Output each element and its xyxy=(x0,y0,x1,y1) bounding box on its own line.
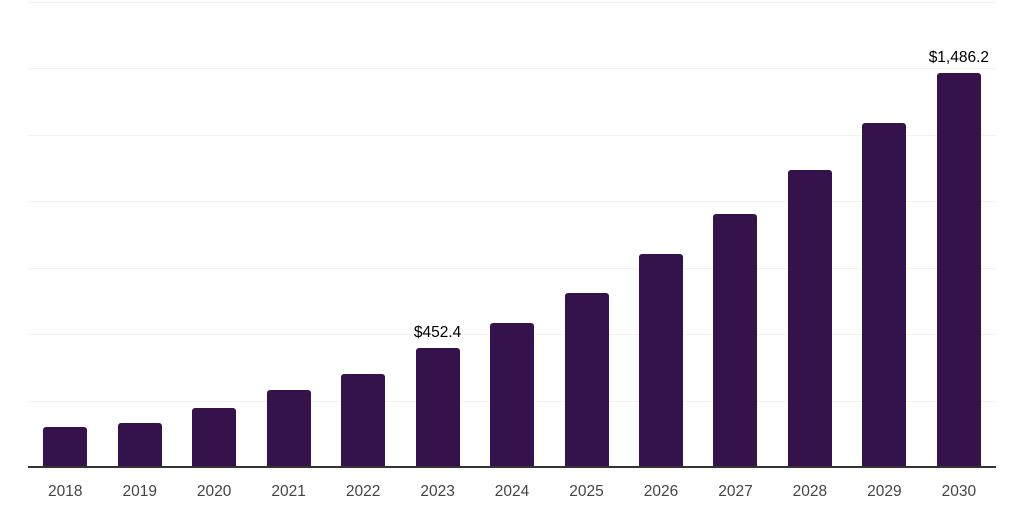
gridline xyxy=(28,201,996,203)
bar-2030 xyxy=(936,73,981,468)
x-tick-label-2022: 2022 xyxy=(345,483,381,500)
bar-slot-2029 xyxy=(847,3,921,468)
gridline xyxy=(28,134,996,136)
x-tick-label-2025: 2025 xyxy=(569,483,604,500)
x-tick-label-2020: 2020 xyxy=(196,483,232,500)
x-axis-labels: 2018 2019 2020 2021 2022 2023 2024 2025 2026 2027… xyxy=(28,484,996,500)
bar-2019 xyxy=(117,423,162,468)
x-axis-line xyxy=(28,466,996,468)
x-tick-label-2028: 2028 xyxy=(792,483,828,500)
bar-slot-2020 xyxy=(177,3,251,468)
bar-2027 xyxy=(713,213,758,468)
bar-slot-2025 xyxy=(549,3,623,468)
bar-value-label-2023: $452.4 xyxy=(413,323,462,341)
plot-area: $452.4 $1,486.2 xyxy=(28,2,996,468)
bar-2026 xyxy=(638,254,683,468)
bar-2028 xyxy=(787,169,832,468)
bar-2020 xyxy=(192,408,237,468)
gridline xyxy=(28,2,996,3)
gridline xyxy=(28,68,996,70)
bar-slot-2027 xyxy=(698,3,772,468)
x-tick-label-2026: 2026 xyxy=(643,483,679,500)
bar-slot-2026 xyxy=(624,3,698,468)
x-tick-label-2027: 2027 xyxy=(718,483,753,500)
x-tick-label-2023: 2023 xyxy=(420,483,455,500)
x-tick-label-2018: 2018 xyxy=(47,483,83,500)
bar-value-label-2030: $1,486.2 xyxy=(928,49,990,67)
x-tick-label-2021: 2021 xyxy=(271,483,306,500)
bar-slot-2018 xyxy=(28,3,102,468)
x-tick-label-2030: 2030 xyxy=(941,483,977,500)
bar-2025 xyxy=(564,293,609,468)
x-tick-label-2029: 2029 xyxy=(867,483,902,500)
bar-2022 xyxy=(341,373,386,468)
bar-2021 xyxy=(266,390,311,468)
bar-slot-2024 xyxy=(475,3,549,468)
bar-slot-2028 xyxy=(773,3,847,468)
bar-slot-2019 xyxy=(102,3,176,468)
bar-slot-2030: $1,486.2 xyxy=(922,3,996,468)
bar-2024 xyxy=(490,322,535,468)
bars: $452.4 $1,486.2 xyxy=(28,3,996,468)
x-tick-label-2024: 2024 xyxy=(494,483,530,500)
bar-2029 xyxy=(862,123,907,468)
bar-slot-2023: $452.4 xyxy=(400,3,474,468)
x-tick-label-2019: 2019 xyxy=(122,483,157,500)
bar-slot-2022 xyxy=(326,3,400,468)
bar-2018 xyxy=(43,427,88,468)
bar-2023 xyxy=(415,347,460,468)
bar-slot-2021 xyxy=(251,3,325,468)
gridline xyxy=(28,267,996,269)
